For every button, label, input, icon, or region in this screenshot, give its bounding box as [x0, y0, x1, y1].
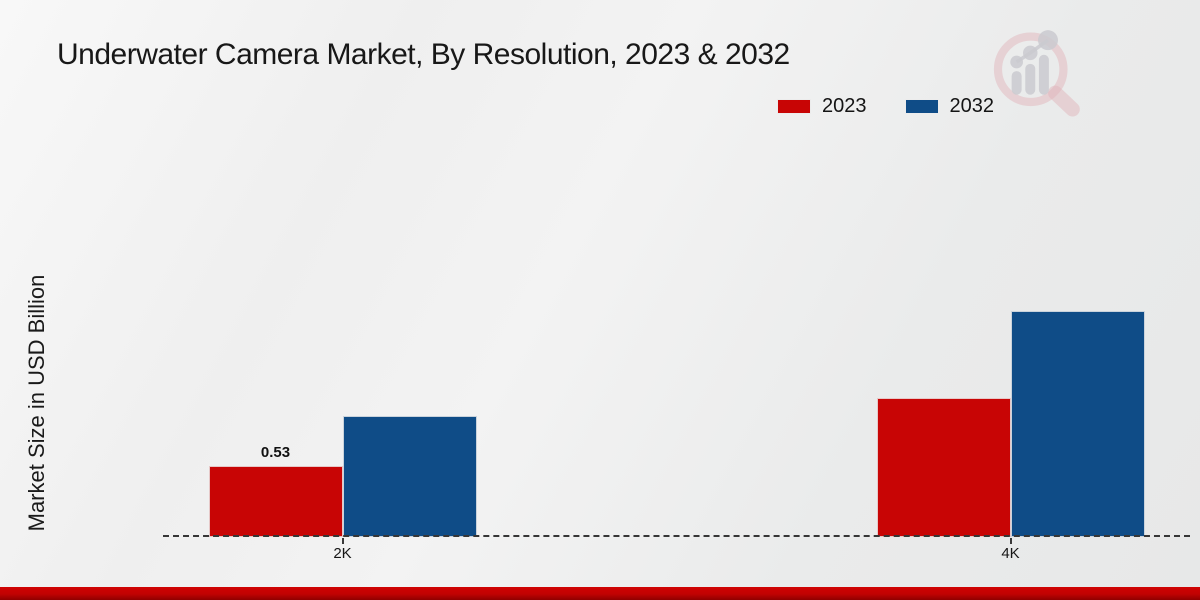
- magnifier-bar-chart-icon: [993, 30, 1080, 117]
- footer-accent-bar: [0, 587, 1200, 600]
- bar-2032-4k: [1010, 311, 1145, 537]
- legend-label-2032: 2032: [949, 95, 995, 117]
- x-tick-4k: [1009, 538, 1012, 544]
- value-label-2023-2k: 0.53: [260, 444, 291, 461]
- x-axis-baseline: [163, 535, 1190, 537]
- legend-item-2032: 2032: [904, 95, 995, 118]
- legend-item-2023: 2023: [777, 95, 867, 118]
- x-tick-label-2k: 2K: [333, 545, 352, 562]
- legend-swatch-2023: [777, 99, 811, 114]
- brand-logo-watermark: [988, 24, 1088, 120]
- chart-title: Underwater Camera Market, By Resolution,…: [57, 38, 790, 71]
- legend: 2023 2032: [777, 95, 994, 118]
- bar-2023-4k: [876, 398, 1011, 537]
- legend-swatch-2032: [904, 99, 939, 114]
- x-tick-2k: [341, 538, 344, 544]
- x-tick-label-4k: 4K: [1001, 545, 1020, 562]
- legend-label-2023: 2023: [822, 95, 867, 117]
- bar-2032-2k: [342, 416, 477, 537]
- bar-2023-2k: [208, 466, 343, 537]
